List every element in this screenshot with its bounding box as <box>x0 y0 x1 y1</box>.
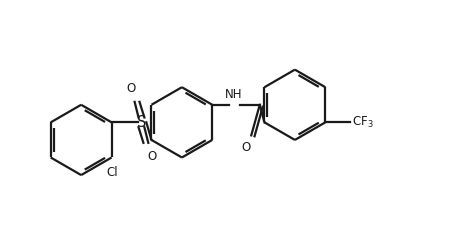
Text: NH: NH <box>225 88 242 101</box>
Text: O: O <box>147 150 157 163</box>
Text: O: O <box>242 141 251 154</box>
Text: CF$_3$: CF$_3$ <box>352 115 374 130</box>
Text: Cl: Cl <box>107 166 118 179</box>
Text: S: S <box>137 115 146 130</box>
Text: O: O <box>126 82 135 95</box>
